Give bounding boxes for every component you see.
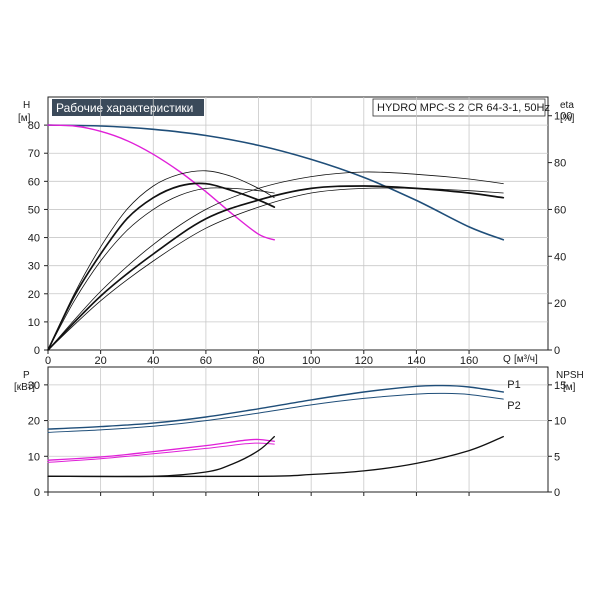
head-axis-label: H [23,100,30,111]
power-npsh-curve-3 [47,442,275,463]
x-tick-label: 100 [302,355,320,367]
series-p2 [47,392,504,433]
x-tick-label: 120 [355,355,373,367]
series-label-p1: P1 [507,379,520,391]
x-tick-label: 160 [460,355,478,367]
model-box [372,98,546,117]
x-tick-label: 80 [252,355,264,367]
y2-tick-label: 80 [554,158,566,170]
series-p1 [47,384,504,430]
head-efficiency-curve-6 [47,187,275,351]
y-tick-label: 10 [28,451,40,463]
y-tick-label: 0 [34,487,40,499]
head-efficiency-curve-2 [47,182,276,351]
head-panel-frame [47,96,549,351]
y-tick-label: 10 [28,317,40,329]
tick-layer: 0 20 40 60 80 100 120 140 1600102030405060708002… [28,111,573,499]
y-tick-label: 30 [28,261,40,273]
x-tick-label: 140 [407,355,425,367]
y2-tick-label: 60 [554,204,566,216]
head-efficiency-curve-0 [47,124,505,241]
y-tick-label: 50 [28,204,40,216]
y2-tick-label: 100 [554,111,572,123]
head-efficiency-curve-7 [47,187,504,351]
power-npsh-curve-5 [47,435,504,478]
y2-tick-label: 20 [554,298,566,310]
y-tick-label: 30 [28,380,40,392]
y-tick-label: 20 [28,416,40,428]
power-axis-label: P [23,370,30,381]
y-tick-label: 70 [28,148,40,160]
npsh-axis-label: NPSH [556,370,584,381]
x-tick-label: 40 [147,355,159,367]
power-npsh-curve-2 [47,438,275,461]
y-tick-label: 40 [28,233,40,245]
head-efficiency-curve-5 [47,171,504,351]
head-efficiency-curve-3 [47,170,275,351]
x-tick-label: 20 [95,355,107,367]
y2-tick-label: 10 [554,416,566,428]
head-efficiency-curve-1 [47,124,275,241]
y2-tick-label: 0 [554,487,560,499]
y2-tick-label: 15 [554,380,566,392]
y-tick-label: 0 [34,345,40,357]
eta-axis-label: eta [560,100,574,111]
x-tick-label: 60 [200,355,212,367]
series-layer [47,124,505,478]
y2-tick-label: 0 [554,345,560,357]
y-tick-label: 60 [28,176,40,188]
flow-axis-unit: [м³/ч] [514,354,538,365]
y2-tick-label: 40 [554,251,566,263]
head-efficiency-curve-4 [47,185,505,351]
npsh-axis-unit: [м] [563,382,576,393]
model-label: HYDRO MPC-S 2 CR 64-3-1, 50Hz [377,102,550,114]
title-box [52,99,204,116]
y2-tick-label: 5 [554,451,560,463]
chart-title: Рабочие характеристики [56,101,193,115]
power-axis-unit: [кВт] [14,382,35,393]
y-tick-label: 20 [28,289,40,301]
series-label-layer: P1 P2 [507,379,520,412]
eta-axis-unit: [%] [560,113,575,124]
flow-axis-label: Q [503,354,511,365]
power-panel-frame [47,366,549,493]
series-label-p2: P2 [507,400,520,412]
x-tick-label: 0 [45,355,51,367]
y-tick-label: 80 [28,120,40,132]
head-axis-unit: [м] [18,113,31,124]
